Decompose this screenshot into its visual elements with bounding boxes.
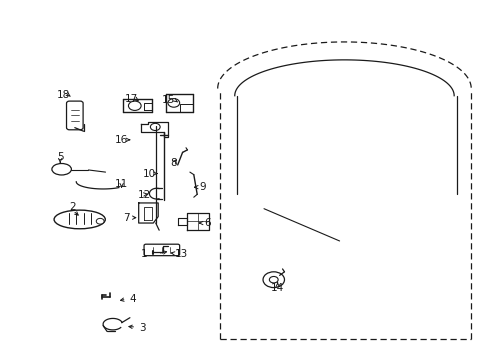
Polygon shape [141, 122, 167, 137]
Text: 15: 15 [162, 95, 175, 105]
Polygon shape [180, 104, 193, 112]
Polygon shape [143, 103, 152, 110]
Text: 2: 2 [69, 202, 76, 212]
FancyBboxPatch shape [144, 244, 179, 256]
Text: 1: 1 [141, 248, 147, 258]
Ellipse shape [54, 210, 105, 229]
Text: 17: 17 [124, 94, 138, 104]
Text: 5: 5 [57, 152, 63, 162]
Text: 7: 7 [123, 213, 129, 222]
Text: 13: 13 [174, 248, 187, 258]
Text: 4: 4 [129, 294, 135, 304]
Circle shape [128, 101, 141, 111]
Text: 9: 9 [199, 182, 206, 192]
Text: 10: 10 [142, 168, 156, 179]
Polygon shape [143, 207, 152, 220]
Ellipse shape [52, 163, 71, 175]
Text: 14: 14 [270, 283, 284, 293]
Polygon shape [186, 213, 208, 230]
Polygon shape [178, 218, 186, 225]
Circle shape [150, 123, 160, 131]
Polygon shape [139, 203, 158, 223]
Circle shape [167, 99, 179, 107]
Circle shape [96, 219, 104, 224]
Text: 3: 3 [139, 323, 145, 333]
Text: 12: 12 [138, 190, 151, 200]
Circle shape [263, 272, 284, 288]
FancyBboxPatch shape [66, 101, 83, 130]
Text: 8: 8 [170, 158, 177, 168]
Text: 16: 16 [115, 135, 128, 145]
Text: 18: 18 [57, 90, 70, 100]
Text: 11: 11 [115, 179, 128, 189]
Text: 6: 6 [204, 218, 211, 228]
Circle shape [269, 276, 278, 283]
